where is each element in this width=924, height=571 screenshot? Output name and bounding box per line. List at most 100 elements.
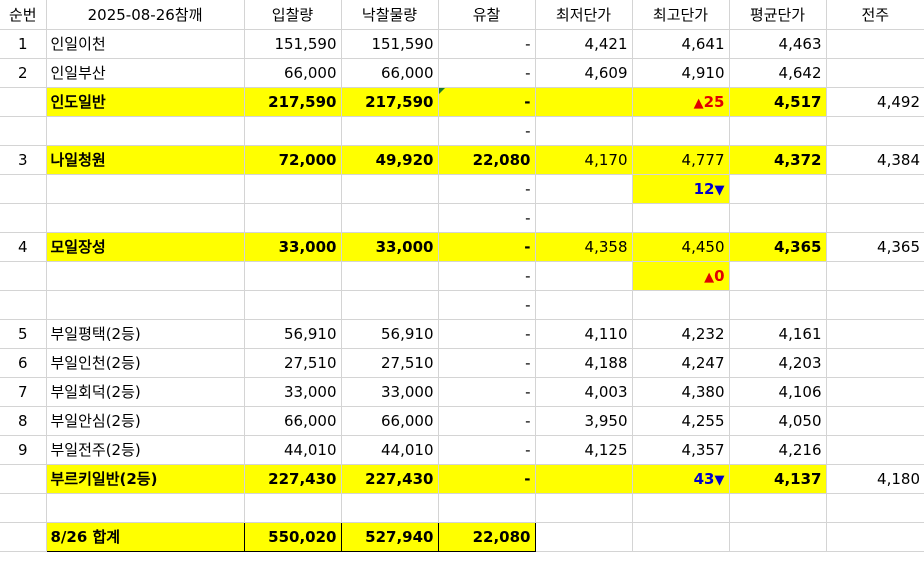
cell-avg[interactable]: 4,463 — [728, 28, 827, 59]
cell-max[interactable]: 4,910 — [631, 57, 730, 88]
cell-won[interactable]: 49,920 — [340, 144, 439, 175]
cell-name[interactable]: 부일인천(2등) — [45, 347, 245, 378]
cell-no[interactable]: 6 — [0, 347, 47, 378]
cell-fail[interactable]: - — [437, 463, 536, 494]
cell-fail[interactable]: - — [437, 318, 536, 349]
cell-won[interactable] — [340, 260, 439, 291]
cell-won[interactable]: 151,590 — [340, 28, 439, 59]
cell-avg[interactable]: 4,106 — [728, 376, 827, 407]
cell-prev[interactable] — [825, 434, 924, 465]
cell-no[interactable] — [0, 289, 47, 320]
cell-prev[interactable] — [825, 202, 924, 233]
cell-fail[interactable] — [437, 492, 536, 523]
cell-max[interactable]: 4,777 — [631, 144, 730, 175]
cell-min[interactable]: 4,421 — [534, 28, 633, 59]
cell-avg[interactable]: 4,642 — [728, 57, 827, 88]
cell-avg[interactable]: 4,050 — [728, 405, 827, 436]
cell-name[interactable]: 부일회덕(2등) — [45, 376, 245, 407]
cell-prev[interactable] — [825, 347, 924, 378]
cell-prev[interactable] — [825, 115, 924, 146]
cell-max[interactable] — [631, 115, 730, 146]
cell-fail[interactable]: - — [437, 434, 536, 465]
cell-name[interactable]: 인일부산 — [45, 57, 245, 88]
cell-no[interactable]: 2 — [0, 57, 47, 88]
cell-min[interactable]: 4,170 — [534, 144, 633, 175]
cell-no[interactable] — [0, 260, 47, 291]
cell-won[interactable] — [340, 115, 439, 146]
cell-max[interactable]: 43▼ — [631, 463, 730, 494]
cell-name[interactable]: 인일이천 — [45, 28, 245, 59]
cell-no[interactable] — [0, 521, 47, 552]
cell-max[interactable] — [631, 289, 730, 320]
cell-bid[interactable] — [243, 492, 342, 523]
cell-no[interactable] — [0, 115, 47, 146]
cell-min[interactable]: 4,188 — [534, 347, 633, 378]
cell-prev[interactable] — [825, 57, 924, 88]
cell-prev[interactable] — [825, 260, 924, 291]
cell-fail[interactable]: - — [437, 289, 536, 320]
cell-name[interactable] — [45, 289, 245, 320]
cell-bid[interactable]: 66,000 — [243, 405, 342, 436]
cell-min[interactable] — [534, 463, 633, 494]
cell-bid[interactable]: 151,590 — [243, 28, 342, 59]
cell-prev[interactable] — [825, 521, 924, 552]
cell-max[interactable]: ▲0 — [631, 260, 730, 291]
cell-no[interactable]: 9 — [0, 434, 47, 465]
cell-min[interactable] — [534, 86, 633, 117]
cell-avg[interactable]: 4,161 — [728, 318, 827, 349]
cell-no[interactable]: 8 — [0, 405, 47, 436]
cell-bid[interactable] — [243, 202, 342, 233]
cell-fail[interactable]: - — [437, 347, 536, 378]
cell-fail[interactable]: - — [437, 405, 536, 436]
cell-avg[interactable] — [728, 173, 827, 204]
cell-max[interactable] — [631, 521, 730, 552]
cell-avg[interactable]: 4,517 — [728, 86, 827, 117]
total-label[interactable]: 8/26 합계 — [45, 521, 245, 552]
cell-bid[interactable]: 33,000 — [243, 231, 342, 262]
cell-won[interactable]: 56,910 — [340, 318, 439, 349]
cell-prev[interactable]: 4,492 — [825, 86, 924, 117]
cell-fail[interactable]: - — [437, 86, 536, 117]
cell-name[interactable]: 나일청원 — [45, 144, 245, 175]
cell-prev[interactable]: 4,180 — [825, 463, 924, 494]
cell-won[interactable]: 33,000 — [340, 376, 439, 407]
cell-won[interactable]: 66,000 — [340, 57, 439, 88]
total-bid[interactable]: 550,020 — [243, 521, 342, 552]
cell-min[interactable]: 4,609 — [534, 57, 633, 88]
cell-avg[interactable] — [728, 521, 827, 552]
cell-bid[interactable] — [243, 115, 342, 146]
cell-bid[interactable]: 44,010 — [243, 434, 342, 465]
cell-min[interactable] — [534, 202, 633, 233]
cell-no[interactable] — [0, 463, 47, 494]
cell-no[interactable]: 5 — [0, 318, 47, 349]
cell-name[interactable] — [45, 202, 245, 233]
cell-no[interactable]: 4 — [0, 231, 47, 262]
cell-max[interactable]: ▲25 — [631, 86, 730, 117]
cell-name[interactable] — [45, 173, 245, 204]
cell-min[interactable]: 4,003 — [534, 376, 633, 407]
cell-bid[interactable]: 66,000 — [243, 57, 342, 88]
cell-avg[interactable]: 4,372 — [728, 144, 827, 175]
cell-won[interactable]: 33,000 — [340, 231, 439, 262]
cell-won[interactable] — [340, 202, 439, 233]
cell-min[interactable] — [534, 289, 633, 320]
cell-prev[interactable] — [825, 492, 924, 523]
cell-won[interactable]: 217,590 — [340, 86, 439, 117]
cell-fail[interactable]: - — [437, 57, 536, 88]
cell-name[interactable] — [45, 492, 245, 523]
cell-min[interactable] — [534, 115, 633, 146]
total-fail[interactable]: 22,080 — [437, 521, 536, 552]
cell-min[interactable] — [534, 492, 633, 523]
cell-won[interactable]: 66,000 — [340, 405, 439, 436]
cell-max[interactable]: 4,380 — [631, 376, 730, 407]
cell-max[interactable] — [631, 492, 730, 523]
cell-prev[interactable] — [825, 173, 924, 204]
cell-fail[interactable]: - — [437, 115, 536, 146]
cell-bid[interactable]: 27,510 — [243, 347, 342, 378]
cell-max[interactable]: 4,247 — [631, 347, 730, 378]
cell-prev[interactable]: 4,384 — [825, 144, 924, 175]
cell-no[interactable] — [0, 173, 47, 204]
cell-won[interactable] — [340, 173, 439, 204]
cell-avg[interactable] — [728, 260, 827, 291]
cell-avg[interactable]: 4,365 — [728, 231, 827, 262]
